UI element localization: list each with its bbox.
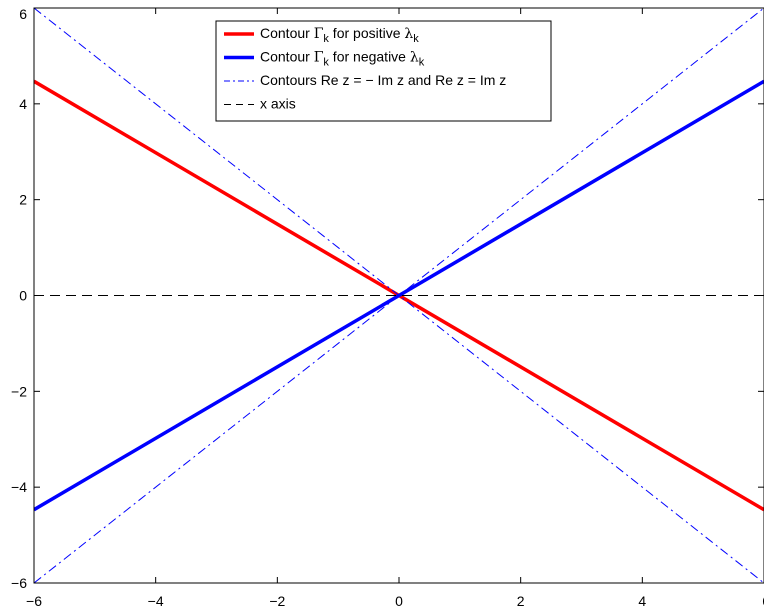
legend-label-0: Contour Γk for positive λk (260, 25, 419, 45)
x-tick-label-4: 2 (517, 593, 525, 609)
tick-labels: −6 −4 −2 0 2 4 6 −6 −4 −2 0 2 4 6 (11, 6, 764, 609)
legend-label-1: Contour Γk for negative λk (260, 49, 425, 69)
y-tick-label-4: 2 (19, 192, 27, 208)
y-tick-label-3: 0 (19, 288, 27, 304)
x-tick-label-6: 6 (762, 593, 764, 609)
x-tick-label-2: −2 (269, 593, 285, 609)
x-tick-label-5: 4 (638, 593, 646, 609)
plot-area-frame (33, 7, 764, 584)
x-tick-label-0: −6 (26, 593, 42, 609)
x-tick-label-3: 0 (395, 593, 403, 609)
y-tick-label-2: −2 (11, 383, 27, 399)
legend-box (215, 20, 552, 122)
y-tick-label-0: −6 (11, 575, 27, 591)
series-layer (34, 8, 764, 583)
y-tick-label-6: 6 (19, 6, 27, 22)
x-tick-label-1: −4 (148, 593, 164, 609)
legend-label-3: x axis (260, 96, 296, 112)
y-tick-label-1: −4 (11, 479, 27, 495)
legend-label-2: Contours Re z = − Im z and Re z = Im z (260, 72, 506, 88)
y-tick-label-5: 4 (19, 96, 27, 112)
series-line-3 (34, 8, 764, 583)
legend: Contour Γk for positive λk Contour Γk for… (215, 20, 552, 122)
